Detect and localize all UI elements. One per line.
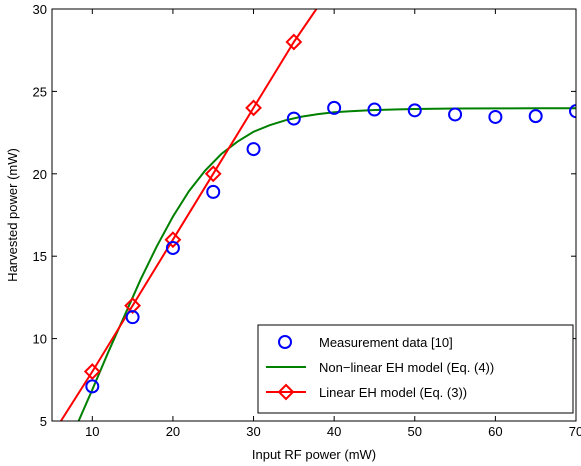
- linear-model-line: [60, 9, 318, 421]
- legend-box: [257, 324, 574, 414]
- measurement-point: [85, 379, 100, 394]
- legend-label-nonlinear: Non−linear EH model (Eq. (4)): [319, 360, 494, 375]
- y-tick-label: 20: [33, 167, 47, 182]
- measurement-point: [125, 310, 140, 325]
- linear-model-marker: [245, 99, 262, 117]
- linear-model-marker: [204, 165, 222, 183]
- measurement-point: [448, 107, 463, 122]
- plot-frame: [51, 8, 577, 422]
- x-tick-label: 20: [166, 424, 180, 439]
- legend-swatch-linear-marker: [277, 383, 295, 401]
- linear-model-marker: [164, 231, 182, 249]
- x-tick-label: 10: [85, 424, 99, 439]
- x-tick-label: 50: [408, 424, 422, 439]
- x-axis-title: Input RF power (mW): [252, 447, 376, 462]
- measurement-point: [488, 109, 503, 124]
- linear-model-marker: [83, 363, 101, 380]
- y-tick-label: 15: [33, 249, 47, 264]
- legend: Measurement data [10] Non−linear EH mode…: [257, 324, 574, 414]
- measurement-point: [206, 184, 221, 199]
- y-tick-label: 25: [33, 84, 47, 99]
- legend-swatches: [266, 335, 306, 401]
- ticks-layer: 10 20 30 40 50 60 70 5 10 15 20 25 30: [33, 2, 581, 439]
- measurement-point: [569, 104, 576, 119]
- legend-label-measurement: Measurement data [10]: [319, 335, 453, 350]
- measurement-point: [367, 102, 382, 117]
- y-tick-label: 30: [33, 2, 47, 17]
- legend-swatch-measurement: [278, 335, 292, 349]
- measurement-point: [528, 109, 543, 124]
- measurement-point: [165, 240, 180, 255]
- x-tick-label: 70: [569, 424, 581, 439]
- measurement-point: [327, 100, 342, 115]
- y-tick-label: 10: [33, 332, 47, 347]
- legend-label-linear: Linear EH model (Eq. (3)): [319, 385, 467, 400]
- y-tick-label: 5: [40, 414, 47, 429]
- linear-model-marker: [285, 33, 303, 51]
- y-axis-title: Harvested power (mW): [5, 148, 20, 282]
- measurement-point: [246, 142, 261, 157]
- measurement-point: [407, 103, 422, 118]
- x-tick-label: 40: [327, 424, 341, 439]
- linear-model-marker: [124, 297, 142, 315]
- measurement-point: [286, 111, 301, 126]
- series-layer: [60, 9, 576, 421]
- x-tick-label: 60: [488, 424, 502, 439]
- x-tick-label: 30: [246, 424, 260, 439]
- nonlinear-model-line: [77, 107, 576, 421]
